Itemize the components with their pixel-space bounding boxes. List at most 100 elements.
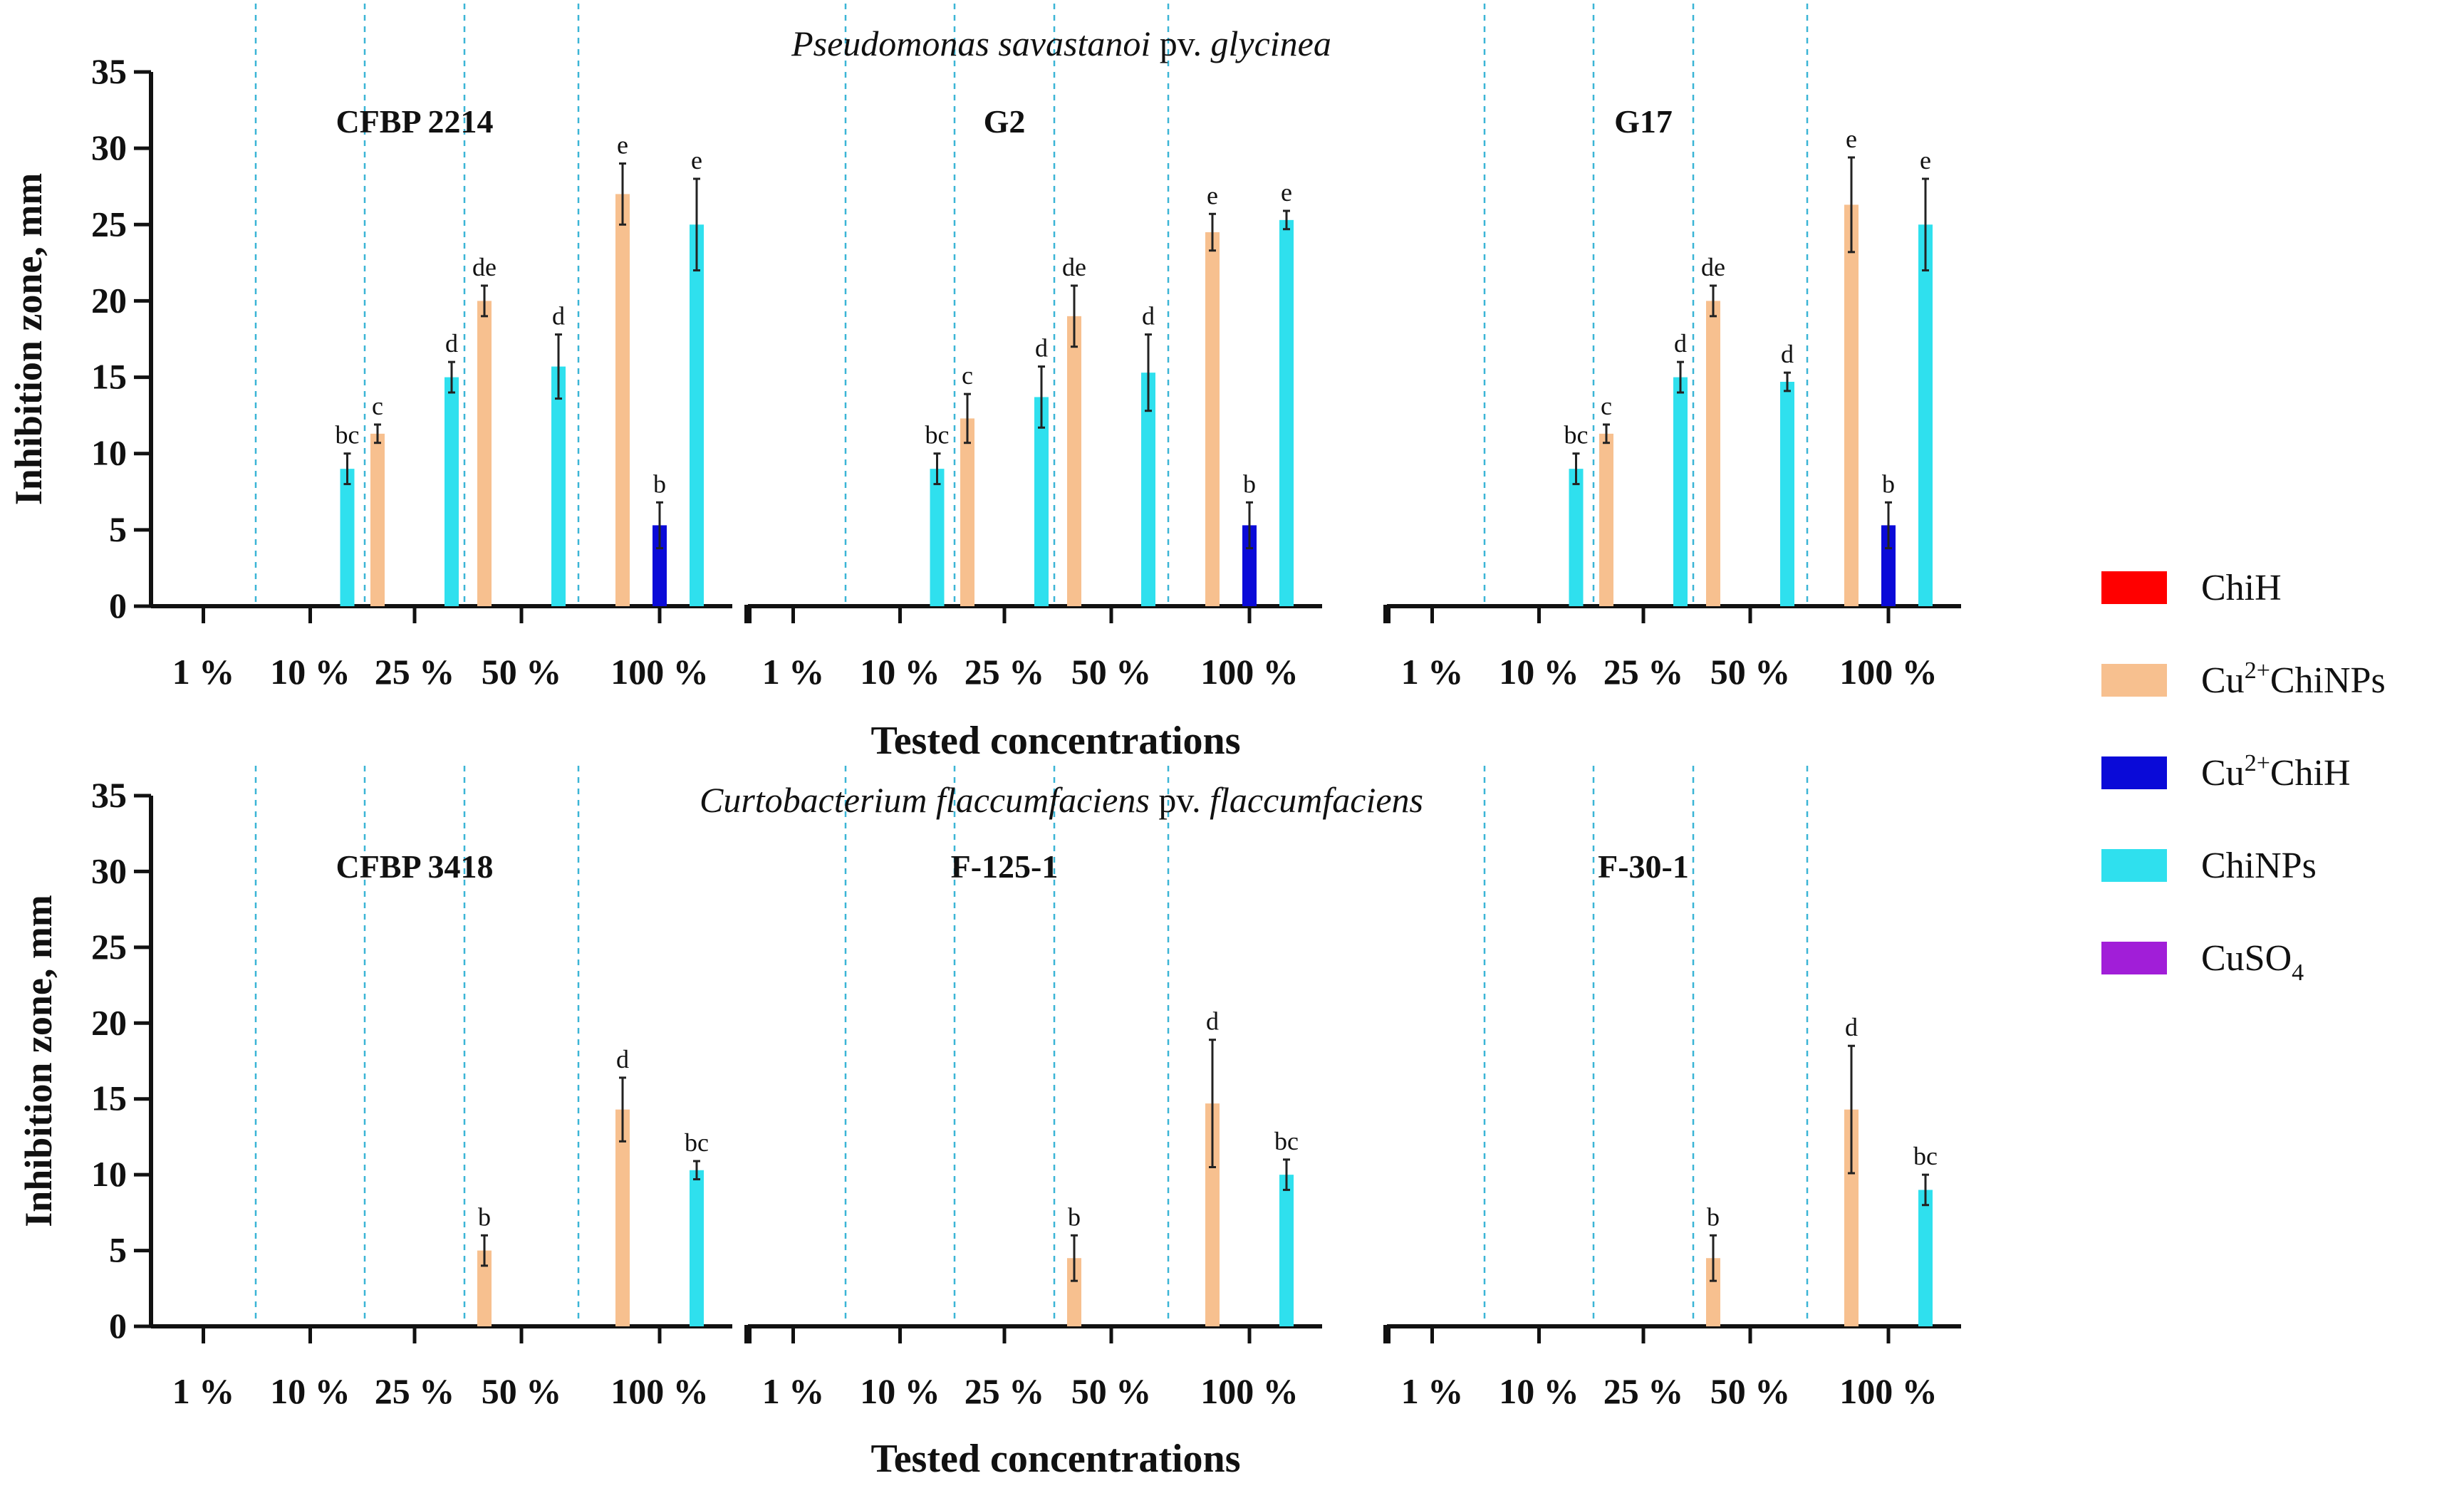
strain-label: F-30-1 — [1598, 848, 1689, 885]
y-tick-label: 30 — [91, 128, 127, 167]
x-tick-label: 50 % — [1710, 652, 1791, 692]
bar-cu2chinps — [370, 433, 385, 606]
bar-cu2chinps — [615, 194, 630, 606]
x-tick-label: 25 % — [1603, 1371, 1684, 1411]
significance-label: b — [478, 1202, 491, 1231]
legend-text: Cu — [2201, 660, 2245, 701]
legend-superscript: 2+ — [2245, 657, 2270, 684]
significance-label: d — [552, 302, 565, 331]
bar-cu2chinps — [1205, 1103, 1220, 1326]
x-tick-label: 100 % — [610, 1371, 709, 1411]
legend-text: ChiNPs — [2270, 660, 2386, 701]
significance-label: d — [1142, 302, 1155, 331]
y-tick-label: 25 — [91, 927, 127, 967]
title-part: glycinea — [1211, 24, 1331, 63]
legend-subscript: 4 — [2292, 959, 2304, 986]
bar-cu2chih — [1881, 525, 1896, 606]
bar-chinps — [1673, 377, 1688, 606]
y-tick-label: 10 — [91, 433, 127, 473]
x-tick-label: 100 % — [1200, 1371, 1299, 1411]
legend-swatch — [2101, 571, 2167, 604]
significance-label: de — [1701, 253, 1725, 281]
significance-label: b — [653, 469, 666, 498]
significance-label: bc — [925, 421, 950, 449]
significance-label: b — [1243, 469, 1256, 498]
x-axis-label: Tested concentrations — [870, 1437, 1240, 1481]
legend-label: ChiH — [2201, 568, 2282, 608]
bar-chinps — [1279, 1175, 1294, 1326]
x-tick-label: 50 % — [482, 1371, 562, 1411]
significance-label: d — [445, 329, 458, 358]
y-tick-label: 15 — [91, 357, 127, 397]
y-tick-label: 20 — [91, 1002, 127, 1042]
significance-label: d — [1845, 1013, 1858, 1041]
bar-cu2chinps — [1067, 1258, 1081, 1326]
x-tick-label: 100 % — [1839, 652, 1938, 692]
bar-cu2chinps — [1067, 316, 1081, 606]
y-tick-label: 0 — [109, 1306, 127, 1346]
y-tick-label: 25 — [91, 204, 127, 244]
legend-swatch — [2101, 942, 2167, 974]
legend-swatch — [2101, 664, 2167, 697]
legend-label: Cu2+ChiH — [2201, 750, 2351, 794]
legend-swatch — [2101, 849, 2167, 882]
significance-label: d — [1206, 1007, 1219, 1036]
y-tick-label: 15 — [91, 1078, 127, 1118]
bar-cu2chinps — [1706, 301, 1720, 606]
bar-cu2chinps — [960, 418, 974, 606]
y-axis-label: Inhibition zone, mm — [7, 173, 50, 506]
x-tick-label: 25 % — [965, 1371, 1045, 1411]
x-tick-label: 10 % — [860, 1371, 940, 1411]
title-part: pv. — [1150, 24, 1210, 63]
significance-label: d — [1781, 340, 1794, 368]
bar-cu2chinps — [1205, 232, 1220, 606]
title-part: flaccumfaciens — [1210, 780, 1423, 820]
y-axis-label: Inhibition zone, mm — [17, 895, 60, 1227]
panel-title: Curtobacterium flaccumfaciens pv. flaccu… — [700, 780, 1423, 820]
bar-cu2chinps — [1844, 1109, 1859, 1326]
significance-label: bc — [1564, 421, 1589, 449]
x-tick-label: 50 % — [1071, 1371, 1152, 1411]
x-tick-label: 1 % — [172, 652, 235, 692]
significance-label: de — [472, 253, 497, 281]
legend-text: ChiNPs — [2201, 846, 2317, 886]
bar-cu2chinps — [615, 1109, 630, 1326]
legend-superscript: 2+ — [2245, 750, 2270, 776]
significance-label: b — [1882, 469, 1895, 498]
title-part: Pseudomonas savastanoi — [791, 24, 1150, 63]
strain-label: G2 — [984, 103, 1026, 140]
x-axis-label: Tested concentrations — [870, 719, 1240, 763]
significance-label: bc — [1913, 1142, 1938, 1170]
panel-title: Pseudomonas savastanoi pv. glycinea — [791, 24, 1331, 63]
significance-label: b — [1707, 1202, 1720, 1231]
bar-chinps — [1034, 397, 1049, 606]
legend-swatch — [2101, 756, 2167, 789]
x-tick-label: 50 % — [482, 652, 562, 692]
legend-text: CuSO — [2201, 938, 2292, 979]
significance-label: c — [1601, 392, 1612, 420]
bar-cu2chinps — [1599, 433, 1613, 606]
y-tick-label: 20 — [91, 280, 127, 320]
significance-label: e — [1281, 178, 1292, 207]
x-tick-label: 10 % — [860, 652, 940, 692]
y-tick-label: 5 — [109, 1230, 127, 1270]
significance-label: e — [1846, 125, 1857, 153]
significance-label: e — [1920, 146, 1931, 175]
significance-label: e — [691, 146, 702, 175]
x-tick-label: 10 % — [270, 1371, 350, 1411]
y-tick-label: 35 — [91, 775, 127, 815]
title-part: Curtobacterium flaccumfaciens — [700, 780, 1150, 820]
bar-chinps — [1569, 469, 1584, 606]
x-tick-label: 10 % — [1499, 652, 1579, 692]
y-tick-label: 35 — [91, 51, 127, 91]
significance-label: de — [1062, 253, 1086, 281]
title-part: pv. — [1150, 780, 1210, 820]
strain-label: CFBP 2214 — [336, 103, 493, 140]
significance-label: bc — [336, 421, 360, 449]
x-tick-label: 50 % — [1710, 1371, 1791, 1411]
bar-cu2chinps — [1844, 204, 1859, 606]
strain-label: CFBP 3418 — [336, 848, 493, 885]
significance-label: b — [1068, 1202, 1081, 1231]
x-tick-label: 25 % — [375, 1371, 455, 1411]
